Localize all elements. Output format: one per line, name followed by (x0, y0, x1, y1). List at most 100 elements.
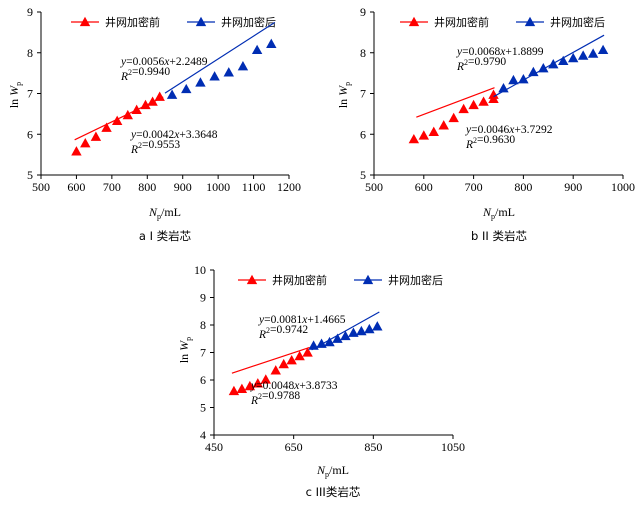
point-before (122, 109, 133, 120)
y-tick-label: 6 (360, 127, 366, 141)
legend-label-before: 井网加密前 (105, 15, 160, 29)
point-after (237, 60, 249, 71)
x-tick-label: 1000 (611, 180, 635, 194)
point-before (111, 115, 123, 125)
point-after (356, 325, 367, 336)
x-tick-label: 600 (415, 180, 433, 194)
legend-marker-after (524, 16, 536, 27)
x-tick-label: 650 (285, 440, 303, 454)
x-axis-title: Np/mL (482, 205, 515, 221)
point-after (223, 67, 234, 77)
y-tick-label: 4 (200, 428, 206, 442)
y-tick-label: 7 (27, 87, 33, 101)
point-before (270, 365, 281, 375)
point-after (332, 333, 343, 343)
x-tick-label: 1200 (277, 180, 301, 194)
y-axis-title: ln Wp (336, 82, 352, 108)
x-tick-label: 700 (103, 180, 121, 194)
y-tick-label: 5 (27, 168, 33, 182)
point-after (181, 83, 192, 94)
point-after (372, 321, 383, 331)
equation-after: R2=0.9940 (120, 66, 170, 83)
point-before (478, 96, 489, 106)
x-tick-label: 500 (32, 180, 50, 194)
point-before (147, 96, 158, 106)
point-after (538, 63, 549, 73)
y-tick-label: 8 (27, 46, 33, 60)
point-after (577, 50, 589, 60)
legend-marker-before (79, 16, 91, 27)
y-tick-label: 9 (200, 291, 206, 305)
point-after (508, 74, 519, 85)
point-before (278, 358, 289, 369)
x-tick-label: 1050 (441, 440, 465, 454)
y-tick-label: 6 (200, 373, 206, 387)
point-after (340, 330, 351, 341)
point-before (71, 146, 82, 156)
point-before (418, 130, 429, 140)
y-tick-label: 6 (27, 127, 33, 141)
y-tick-label: 7 (200, 346, 206, 360)
point-after (498, 83, 509, 93)
legend: 井网加密前 井网加密后 (400, 15, 605, 29)
y-tick-label: 8 (360, 46, 366, 60)
point-before (286, 355, 297, 365)
x-tick-label: 850 (364, 440, 382, 454)
point-after (587, 48, 599, 58)
legend-label-after: 井网加密后 (550, 15, 605, 29)
legend-marker-after (195, 16, 207, 27)
point-after (568, 52, 579, 63)
chart-panel-1: 500 600 700 800 900 1000 1100 1200 5 6 7 8 9 ln Wp Np/… (7, 5, 301, 243)
x-tick-label: 450 (205, 440, 223, 454)
point-before (90, 131, 102, 141)
point-after (548, 58, 559, 69)
panel-caption: a I 类岩芯 (139, 229, 191, 243)
equation-after: y=0.0068x+1.8899 (456, 46, 544, 58)
y-tick-label: 10 (194, 263, 206, 277)
x-tick-label: 500 (365, 180, 383, 194)
point-before (228, 385, 240, 396)
trendline-after (164, 21, 276, 94)
x-axis-title: Np/mL (148, 205, 181, 221)
point-before (101, 122, 112, 132)
equation-after: R2=0.9742 (258, 324, 308, 341)
point-before (458, 103, 469, 114)
legend: 井网加密前 井网加密后 (71, 15, 276, 29)
x-tick-label: 800 (138, 180, 156, 194)
legend-label-before: 井网加密前 (272, 273, 327, 287)
equation-before: y=0.0048x+3.8733 (250, 380, 338, 392)
point-after (518, 74, 529, 84)
point-after (528, 66, 539, 77)
trendline-after (493, 34, 605, 98)
x-tick-label: 600 (67, 180, 85, 194)
x-tick-label: 900 (564, 180, 582, 194)
chart-panel-2: 500 600 700 800 900 1000 5 6 7 8 9 ln Wp Np/mL b II 类… (336, 5, 635, 243)
point-after (195, 77, 206, 87)
equation-before: R2=0.9788 (250, 390, 300, 407)
legend: 井网加密前 井网加密后 (238, 273, 443, 287)
point-after (209, 71, 220, 81)
point-before (408, 133, 420, 144)
point-after (266, 38, 277, 48)
equation-after: y=0.0056x+2.2489 (120, 56, 208, 68)
point-before (154, 91, 165, 101)
y-tick-label: 5 (360, 168, 366, 182)
point-after (348, 327, 359, 337)
point-before (448, 112, 459, 123)
y-tick-label: 8 (200, 318, 206, 332)
point-before (252, 378, 264, 388)
point-before (438, 120, 449, 130)
point-after (316, 338, 327, 348)
equation-after: R2=0.9790 (456, 56, 506, 73)
point-after (364, 323, 375, 334)
x-tick-label: 1000 (206, 180, 230, 194)
point-before (302, 347, 313, 357)
point-before (80, 138, 91, 148)
y-tick-label: 5 (200, 401, 206, 415)
y-axis-title: ln Wp (7, 82, 23, 108)
trendline-before (416, 87, 495, 118)
legend-marker-before (408, 16, 420, 27)
x-tick-label: 700 (465, 180, 483, 194)
y-tick-label: 9 (360, 5, 366, 19)
